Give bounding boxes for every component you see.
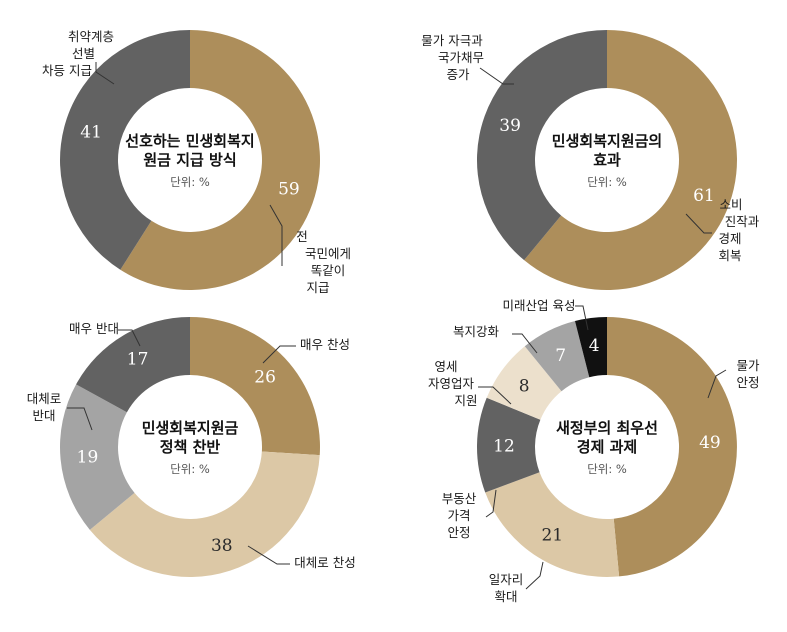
slice-category-label: 선별 [72, 46, 95, 61]
slice-category-label: 똑같이 [311, 263, 346, 278]
leader-line [95, 62, 115, 85]
slice-category-label: 안정 [447, 525, 470, 540]
chart-title: 새정부의 최우선 [556, 419, 658, 437]
slice-category-label: 매우 찬성 [300, 337, 350, 352]
donut-slice [476, 397, 541, 493]
chart-title: 민생회복지원금의 [552, 132, 662, 150]
chart-title: 선호하는 민생회복지 [125, 132, 254, 150]
slice-value-label: 17 [127, 349, 149, 369]
slice-category-label: 회복 [718, 248, 741, 263]
slice-category-label: 증가 [446, 67, 470, 82]
slice-category-label: 소비 [719, 197, 742, 212]
slice-category-label: 국민에게 [305, 246, 351, 261]
slice-category-label: 매우 반대 [69, 321, 119, 336]
leader-line [247, 545, 290, 565]
leader-line [478, 386, 512, 405]
leader-line [479, 67, 514, 85]
unit-label: 단위: % [587, 175, 627, 189]
chart-title: 효과 [593, 151, 621, 169]
donut-hole [535, 375, 679, 519]
donut-hole [118, 375, 262, 519]
slice-category-label: 전 [296, 229, 308, 244]
chart-title: 원금 지급 방식 [143, 151, 236, 169]
chart-title: 민생회복지원금 [142, 419, 239, 437]
leader-line [575, 305, 589, 331]
slice-category-label: 부동산 [442, 491, 477, 506]
donut-hole [535, 88, 679, 232]
leader-line [707, 369, 727, 399]
donut-chart-4: 49물가안정21일자리확대12부동산가격안정8영세자영업자지원7복지강화4미래산… [428, 298, 760, 604]
leader-line [512, 333, 538, 354]
slice-value-label: 21 [541, 525, 563, 545]
donut-slice [60, 30, 190, 270]
slice-category-label: 자영업자 [428, 376, 475, 391]
slice-category-label: 차등 지급 [42, 63, 92, 78]
slice-value-label: 39 [499, 116, 521, 136]
slice-category-label: 경제 [718, 231, 741, 246]
donut-hole [118, 88, 262, 232]
slice-category-label: 일자리 [489, 572, 524, 587]
leader-line [685, 213, 712, 234]
slice-category-label: 물가 [736, 358, 760, 373]
donut-slice [89, 451, 320, 578]
slice-value-label: 49 [699, 433, 721, 453]
slice-value-label: 7 [555, 346, 566, 366]
donut-slice [524, 321, 590, 392]
donut-slice [76, 317, 190, 413]
chart-title: 경제 과제 [577, 438, 637, 456]
slice-category-label: 지급 [306, 280, 329, 295]
leader-line [269, 204, 283, 266]
slice-category-label: 국가채무 [438, 50, 484, 65]
slice-category-label: 진작과 [725, 214, 760, 229]
slice-category-label: 확대 [494, 589, 517, 604]
unit-label: 단위: % [170, 175, 210, 189]
slice-value-label: 59 [278, 180, 300, 200]
donut-slice [485, 472, 620, 577]
donut-slice [190, 317, 320, 456]
donut-slice [524, 30, 737, 290]
slice-value-label: 38 [211, 536, 233, 556]
slice-value-label: 26 [254, 368, 276, 388]
unit-label: 단위: % [587, 462, 627, 476]
slice-category-label: 복지강화 [453, 324, 500, 339]
slice-category-label: 반대 [32, 408, 55, 423]
donut-slice [120, 30, 321, 290]
slice-value-label: 12 [493, 436, 515, 456]
unit-label: 단위: % [170, 462, 210, 476]
slice-category-label: 지원 [454, 393, 477, 408]
slice-category-label: 안정 [736, 375, 759, 390]
slice-value-label: 8 [519, 377, 530, 397]
slice-value-label: 41 [80, 122, 102, 142]
leader-line [262, 345, 296, 364]
slice-value-label: 19 [77, 448, 99, 468]
slice-value-label: 61 [693, 186, 715, 206]
slice-value-label: 4 [589, 336, 600, 356]
slice-category-label: 대체로 [27, 391, 62, 406]
leader-line [67, 407, 93, 431]
donut-slice [607, 317, 737, 577]
slice-category-label: 영세 [434, 359, 457, 374]
donut-slice [574, 317, 607, 378]
chart-title: 정책 찬반 [160, 438, 221, 456]
donut-slice [59, 384, 135, 530]
slice-category-label: 취약계층 [68, 29, 114, 44]
leader-line [525, 561, 544, 590]
slice-category-label: 가격 [447, 508, 470, 523]
donut-slice [486, 346, 562, 420]
leader-line [485, 489, 497, 518]
slice-category-label: 물가 자극과 [421, 33, 483, 48]
slice-category-label: 대체로 찬성 [294, 555, 355, 570]
donut-slice [476, 29, 607, 261]
leader-line [118, 329, 141, 347]
slice-category-label: 미래산업 육성 [503, 298, 576, 313]
